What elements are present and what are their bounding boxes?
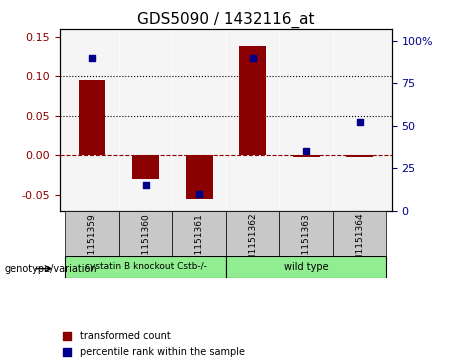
FancyBboxPatch shape [172, 211, 226, 256]
FancyBboxPatch shape [65, 256, 226, 278]
Point [142, 182, 149, 188]
Point [249, 55, 256, 61]
FancyBboxPatch shape [333, 211, 386, 256]
Text: genotype/variation: genotype/variation [5, 264, 97, 274]
Text: percentile rank within the sample: percentile rank within the sample [80, 347, 245, 357]
FancyBboxPatch shape [226, 211, 279, 256]
Text: cystatin B knockout Cstb-/-: cystatin B knockout Cstb-/- [85, 262, 207, 271]
Bar [293, 155, 319, 157]
Point [195, 191, 203, 196]
Point [283, 272, 290, 278]
FancyBboxPatch shape [226, 256, 386, 278]
Bar [79, 80, 106, 155]
Text: GSM1151364: GSM1151364 [355, 213, 364, 273]
FancyBboxPatch shape [119, 211, 172, 256]
Bar [132, 155, 159, 179]
Text: GSM1151361: GSM1151361 [195, 213, 204, 274]
Bar [239, 46, 266, 155]
Text: GSM1151359: GSM1151359 [88, 213, 96, 274]
Point [89, 55, 96, 61]
Text: GSM1151363: GSM1151363 [301, 213, 311, 274]
Text: GSM1151360: GSM1151360 [141, 213, 150, 274]
Text: wild type: wild type [284, 262, 329, 272]
Point [283, 124, 290, 130]
Text: transformed count: transformed count [80, 331, 171, 341]
Bar [346, 155, 373, 157]
Text: GSM1151362: GSM1151362 [248, 213, 257, 273]
Point [302, 148, 310, 154]
FancyBboxPatch shape [279, 211, 333, 256]
Title: GDS5090 / 1432116_at: GDS5090 / 1432116_at [137, 12, 315, 28]
Bar [186, 155, 213, 199]
FancyBboxPatch shape [65, 211, 119, 256]
Point [356, 119, 363, 125]
